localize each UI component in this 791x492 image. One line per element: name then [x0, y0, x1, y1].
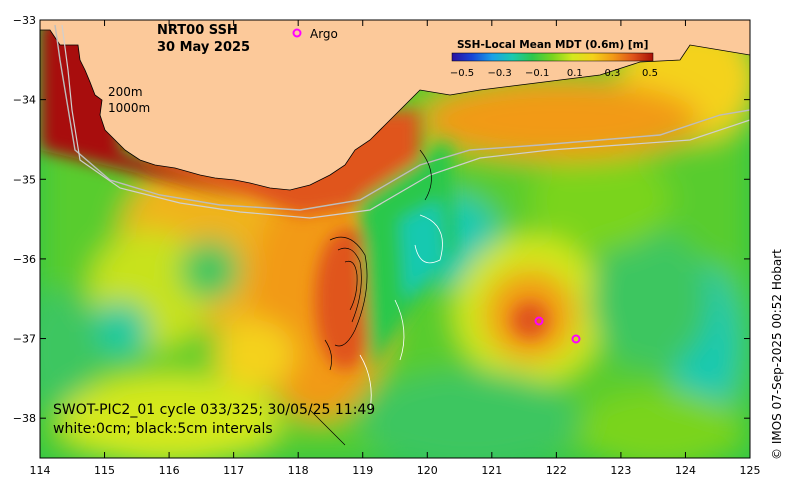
x-tick-label: 117: [223, 464, 244, 477]
x-tick-label: 121: [481, 464, 502, 477]
colorbar-tick-label: −0.5: [450, 68, 474, 79]
colorbar-title: SSH-Local Mean MDT (0.6m) [m]: [457, 39, 648, 51]
swot-annotation-line2: white:0cm; black:5cm intervals: [53, 421, 273, 437]
depth-label-1000m: 1000m: [108, 101, 150, 115]
colorbar-tick-label: 0.3: [604, 68, 620, 79]
title-date: 30 May 2025: [157, 40, 250, 55]
x-tick-label: 118: [288, 464, 309, 477]
colorbar-ticks: −0.5 −0.3 −0.1 0.1 0.3 0.5: [450, 68, 658, 79]
x-tick-label: 115: [94, 464, 115, 477]
colorbar-tick-label: −0.1: [525, 68, 549, 79]
argo-legend-label: Argo: [310, 27, 338, 41]
depth-label-200m: 200m: [108, 85, 143, 99]
x-tick-label: 119: [352, 464, 373, 477]
y-tick-label: −38: [13, 412, 36, 425]
colorbar-tick-label: −0.3: [487, 68, 511, 79]
plot-frame: [39, 19, 751, 459]
x-tick-label: 114: [30, 464, 51, 477]
colorbar-tick-label: 0.1: [567, 68, 583, 79]
x-tick-label: 120: [417, 464, 438, 477]
swot-white-contours: [359, 214, 443, 411]
bathymetry-200m-contour: [54, 24, 750, 211]
y-tick-label: −34: [13, 94, 36, 107]
colorbar-tick-label: 0.5: [642, 68, 658, 79]
x-axis: 114 115 116 117 118 119 120 121 122 123 124 125: [30, 20, 761, 477]
swot-annotation-line1: SWOT-PIC2_01 cycle 033/325; 30/05/25 11:…: [53, 402, 375, 418]
argo-float-marker: [571, 334, 581, 344]
colorbar-gradient: [451, 52, 654, 62]
argo-floats: [534, 316, 581, 344]
colorbar: SSH-Local Mean MDT (0.6m) [m] −0.5 −0.3 −0…: [450, 39, 658, 79]
y-axis: −33 −34 −35 −36 −37 −38: [13, 14, 750, 425]
swot-black-contours: [309, 149, 432, 446]
y-tick-label: −36: [13, 253, 36, 266]
x-tick-label: 122: [546, 464, 567, 477]
land-australia: [40, 20, 750, 191]
y-tick-label: −33: [13, 14, 36, 27]
ssh-field: [40, 20, 750, 458]
x-tick-label: 125: [740, 464, 761, 477]
argo-legend-icon: [292, 28, 302, 38]
y-tick-label: −37: [13, 333, 36, 346]
x-tick-label: 116: [159, 464, 180, 477]
argo-float-marker: [534, 316, 544, 326]
x-tick-label: 123: [610, 464, 631, 477]
y-tick-label: −35: [13, 173, 36, 186]
imos-credit: © IMOS 07-Sep-2025 00:52 Hobart: [770, 249, 784, 460]
bathymetry-1000m-contour: [61, 24, 750, 219]
title-product: NRT00 SSH: [157, 23, 238, 38]
x-tick-label: 124: [675, 464, 696, 477]
